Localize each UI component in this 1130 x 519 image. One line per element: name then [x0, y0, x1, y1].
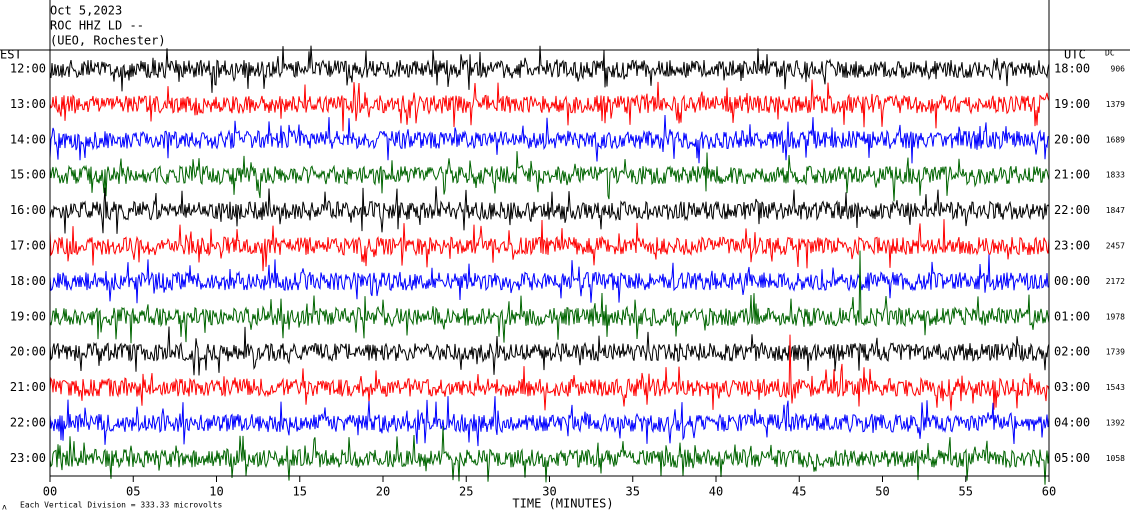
right-row-label: 04:00 [1054, 416, 1090, 430]
left-row-label: 16:00 [10, 203, 46, 217]
left-row-label: 19:00 [10, 309, 46, 323]
dc-value: 1978 [1106, 312, 1125, 321]
trace [49, 186, 1050, 234]
trace [49, 151, 1050, 202]
left-row-label: 23:00 [10, 451, 46, 465]
title-line: ROC HHZ LD -- [50, 19, 144, 33]
x-tick-label: 40 [709, 485, 723, 499]
right-row-label: 22:00 [1054, 203, 1090, 217]
trace [49, 114, 1050, 164]
right-row-label: 20:00 [1054, 132, 1090, 146]
left-row-label: 15:00 [10, 168, 46, 182]
right-row-label: 02:00 [1054, 345, 1090, 359]
x-tick-label: 55 [959, 485, 973, 499]
x-tick-label: 10 [209, 485, 223, 499]
trace [49, 396, 1050, 447]
dc-value: 1847 [1106, 206, 1125, 215]
trace [49, 79, 1050, 132]
x-tick-label: 45 [792, 485, 806, 499]
traces [49, 45, 1050, 485]
scale-note: Each Vertical Division = 333.33 microvol… [20, 501, 222, 510]
left-row-label: 20:00 [10, 345, 46, 359]
right-axis-label: UTC [1064, 48, 1086, 62]
right-row-label: 03:00 [1054, 380, 1090, 394]
trace [49, 334, 1050, 411]
left-row-label: 22:00 [10, 416, 46, 430]
x-tick-label: 30 [542, 485, 556, 499]
trace [49, 326, 1050, 376]
trace [49, 426, 1050, 485]
dc-value: 906 [1111, 65, 1126, 74]
left-row-label: 13:00 [10, 97, 46, 111]
title-line: Oct 5,2023 [50, 4, 122, 18]
right-row-label: 21:00 [1054, 168, 1090, 182]
right-row-label: 18:00 [1054, 62, 1090, 76]
title-line: (UEO, Rochester) [50, 34, 166, 48]
left-row-label: 18:00 [10, 274, 46, 288]
right-row-label: 00:00 [1054, 274, 1090, 288]
dc-value: 1392 [1106, 419, 1125, 428]
x-tick-label: 60 [1042, 485, 1056, 499]
right-row-label: 19:00 [1054, 97, 1090, 111]
x-tick-label: 50 [875, 485, 889, 499]
dc-value: 1543 [1106, 383, 1125, 392]
x-tick-label: 15 [293, 485, 307, 499]
left-row-label: 21:00 [10, 380, 46, 394]
right-row-label: 23:00 [1054, 239, 1090, 253]
dc-value: 1739 [1106, 348, 1125, 357]
x-tick-label: 20 [376, 485, 390, 499]
left-row-label: 17:00 [10, 239, 46, 253]
x-tick-label: 05 [126, 485, 140, 499]
icon: ʌ [2, 503, 7, 512]
dc-value: 1833 [1106, 171, 1125, 180]
dc-value: 1689 [1106, 135, 1125, 144]
dc-value: 2457 [1106, 242, 1125, 251]
dc-value: 2172 [1106, 277, 1125, 286]
x-tick-label: 25 [459, 485, 473, 499]
left-row-label: 14:00 [10, 132, 46, 146]
dc-value: 1058 [1106, 454, 1125, 463]
x-tick-label: 35 [626, 485, 640, 499]
trace [49, 219, 1050, 272]
right-row-label: 01:00 [1054, 309, 1090, 323]
dc-value: 1379 [1106, 100, 1125, 109]
x-tick-label: 00 [43, 485, 57, 499]
left-row-label: 12:00 [10, 62, 46, 76]
trace [49, 250, 1050, 344]
left-axis-label: EST [0, 48, 22, 62]
right-row-label: 05:00 [1054, 451, 1090, 465]
trace [49, 45, 1050, 93]
trace [49, 254, 1050, 304]
x-axis-label: TIME (MINUTES) [512, 497, 613, 511]
dc-label: DC [1105, 49, 1115, 58]
